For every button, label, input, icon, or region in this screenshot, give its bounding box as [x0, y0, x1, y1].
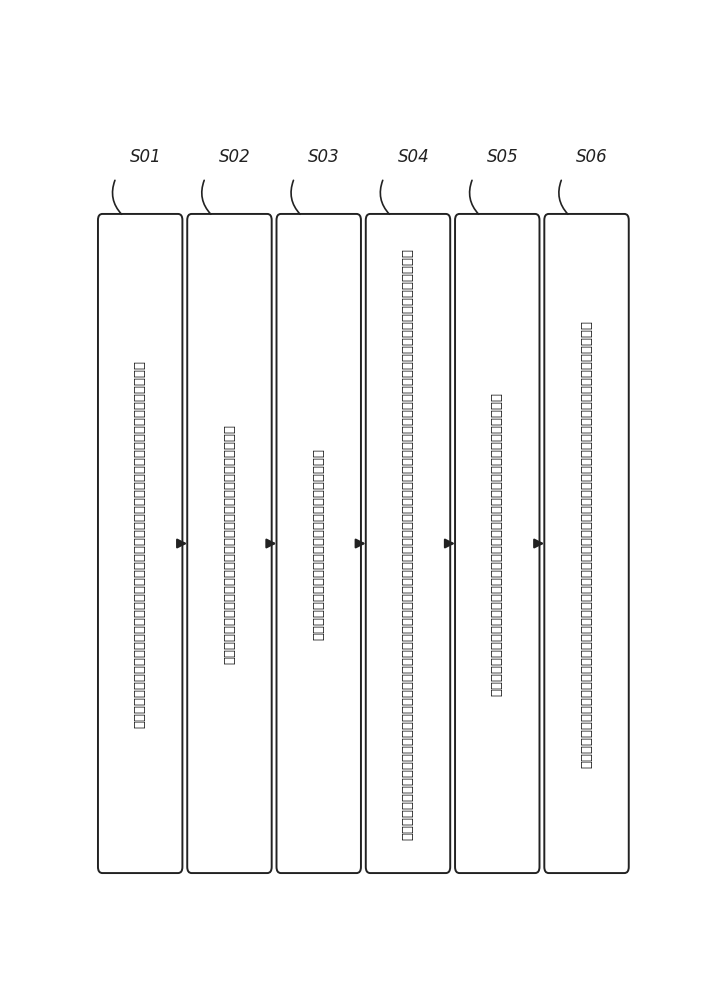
- Text: 控制厚度步骤，改变氧化过渡金属层的厚度以对应改变过渡金属硫族化物层的原子层数: 控制厚度步骤，改变氧化过渡金属层的厚度以对应改变过渡金属硫族化物层的原子层数: [491, 391, 504, 696]
- Text: 沉积步骤，通入反应气体源以辅助离子化硫族元素气体，产生一硫族元素等离子体，并加热承载基板使硫族元素等离子体与氧化过渡金属层反应为一过渡金属硫族化物层: 沉积步骤，通入反应气体源以辅助离子化硫族元素气体，产生一硫族元素等离子体，并加热…: [401, 247, 415, 840]
- FancyBboxPatch shape: [366, 214, 450, 873]
- Text: S02: S02: [219, 148, 251, 166]
- Text: S01: S01: [130, 148, 162, 166]
- FancyBboxPatch shape: [187, 214, 272, 873]
- FancyBboxPatch shape: [455, 214, 540, 873]
- Text: S05: S05: [487, 148, 518, 166]
- Text: S03: S03: [308, 148, 340, 166]
- FancyBboxPatch shape: [98, 214, 182, 873]
- FancyBboxPatch shape: [277, 214, 361, 873]
- Text: S06: S06: [576, 148, 608, 166]
- Text: 汽化步骤，加热硫族元素固体源而产生一硫族元素气体: 汽化步骤，加热硫族元素固体源而产生一硫族元素气体: [312, 448, 325, 640]
- Text: S04: S04: [398, 148, 429, 166]
- Text: 预镀步骤，加热过渡金属固体源于承载基板上预镀一氧化过渡金属层: 预镀步骤，加热过渡金属固体源于承载基板上预镀一氧化过渡金属层: [223, 424, 236, 664]
- FancyBboxPatch shape: [545, 214, 629, 873]
- Text: 准备步骤，提供一承载基板，一过渡金属固体源、一硫族元素固体源、一反应气体源及一硫族元素固体源: 准备步骤，提供一承载基板，一过渡金属固体源、一硫族元素固体源、一反应气体源及一硫…: [134, 360, 147, 728]
- Text: 控制转换步骤，控制反应气体源的一流量比率以改变硫族元素等离子体氧化过渡金属层反应为过渡金属硫族化物层的一转换效率: 控制转换步骤，控制反应气体源的一流量比率以改变硫族元素等离子体氧化过渡金属层反应…: [580, 320, 593, 768]
